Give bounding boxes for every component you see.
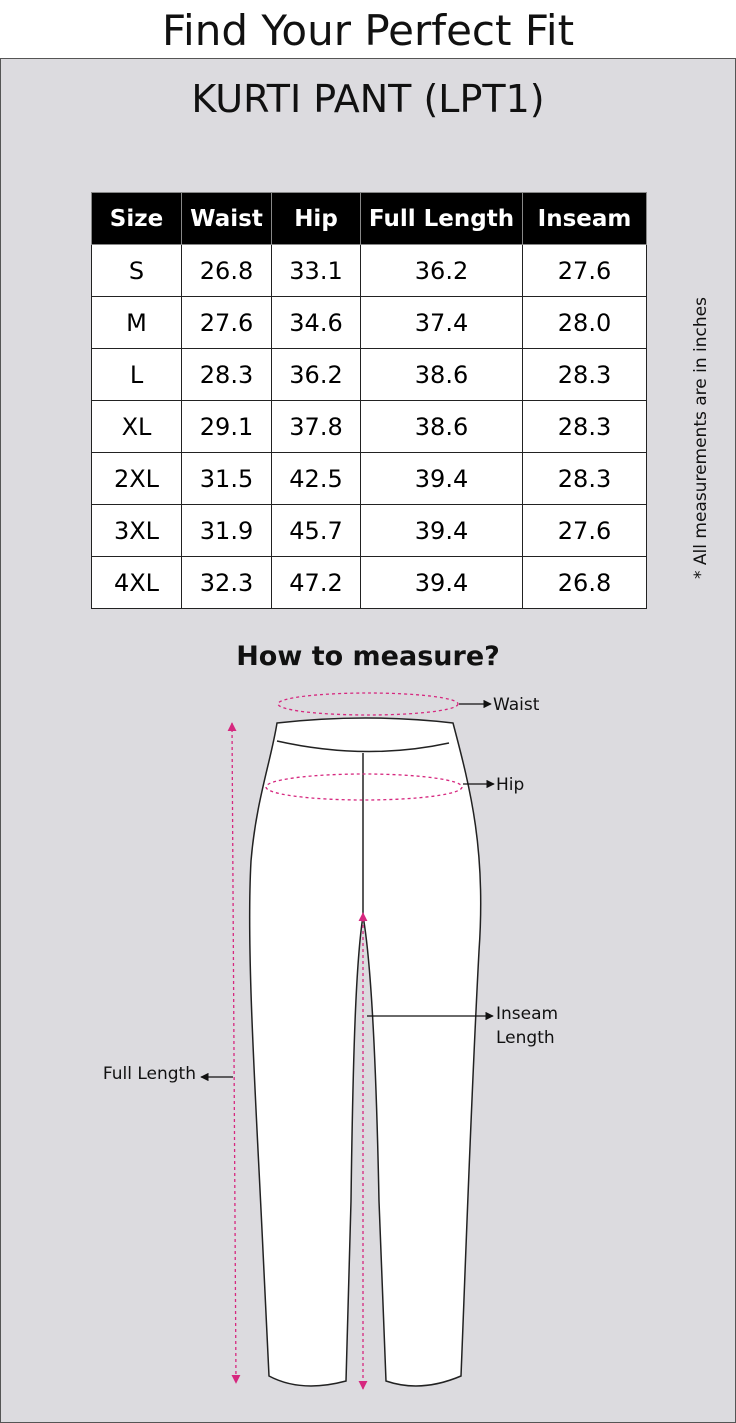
- inseam-label: Inseam: [496, 1004, 558, 1024]
- inseam-label: Length: [496, 1028, 555, 1048]
- product-title: KURTI PANT (LPT1): [191, 77, 545, 121]
- measure-guides: [227, 692, 463, 1390]
- cell: 31.5: [181, 452, 272, 505]
- cell: 2XL: [91, 452, 182, 505]
- cell: 28.3: [522, 452, 647, 505]
- label-arrows: [200, 699, 495, 1082]
- cell: 3XL: [91, 504, 182, 557]
- header-row: Size Waist Hip Full Length Inseam: [91, 192, 647, 245]
- cell: S: [91, 244, 182, 297]
- cell: 27.6: [522, 504, 647, 557]
- cell: 37.4: [360, 296, 523, 349]
- size-row: 3XL 31.9 45.7 39.4 27.6: [91, 504, 647, 557]
- hip-label: Hip: [496, 775, 524, 795]
- cell: 33.1: [271, 244, 361, 297]
- column-header: Waist: [181, 192, 272, 245]
- cell: 38.6: [360, 348, 523, 401]
- cell: 37.8: [271, 400, 361, 453]
- size-row: 2XL 31.5 42.5 39.4 28.3: [91, 452, 647, 505]
- cell: 28.3: [522, 400, 647, 453]
- page-title: Find Your Perfect Fit: [161, 6, 575, 55]
- cell: 28.3: [522, 348, 647, 401]
- cell: 27.6: [522, 244, 647, 297]
- cell: 32.3: [181, 556, 272, 609]
- size-row: 4XL 32.3 47.2 39.4 26.8: [91, 556, 647, 609]
- cell: 45.7: [271, 504, 361, 557]
- waist-label: Waist: [493, 695, 540, 715]
- cell: 31.9: [181, 504, 272, 557]
- pants-outline: [248, 717, 482, 1387]
- cell: M: [91, 296, 182, 349]
- cell: 28.0: [522, 296, 647, 349]
- size-row: S 26.8 33.1 36.2 27.6: [91, 244, 647, 297]
- section-heading: How to measure?: [236, 641, 500, 672]
- cell: 4XL: [91, 556, 182, 609]
- size-table: Size Waist Hip Full Length Inseam S 26.8 33.1 3…: [91, 192, 647, 609]
- column-header: Size: [91, 192, 182, 245]
- size-row: M 27.6 34.6 37.4 28.0: [91, 296, 647, 349]
- size-panel: KURTI PANT (LPT1) Size Waist Hip Full Lengt…: [0, 58, 736, 1423]
- cell: 42.5: [271, 452, 361, 505]
- cell: 27.6: [181, 296, 272, 349]
- cell: 47.2: [271, 556, 361, 609]
- measure-diagram: Waist Hip Inseam Length Full Length: [103, 692, 558, 1390]
- cell: 28.3: [181, 348, 272, 401]
- cell: XL: [91, 400, 182, 453]
- cell: 29.1: [181, 400, 272, 453]
- cell: 36.2: [360, 244, 523, 297]
- size-row: XL 29.1 37.8 38.6 28.3: [91, 400, 647, 453]
- cell: 26.8: [522, 556, 647, 609]
- cell: 34.6: [271, 296, 361, 349]
- full-length-label: Full Length: [103, 1064, 196, 1084]
- column-header: Inseam: [522, 192, 647, 245]
- size-row: L 28.3 36.2 38.6 28.3: [91, 348, 647, 401]
